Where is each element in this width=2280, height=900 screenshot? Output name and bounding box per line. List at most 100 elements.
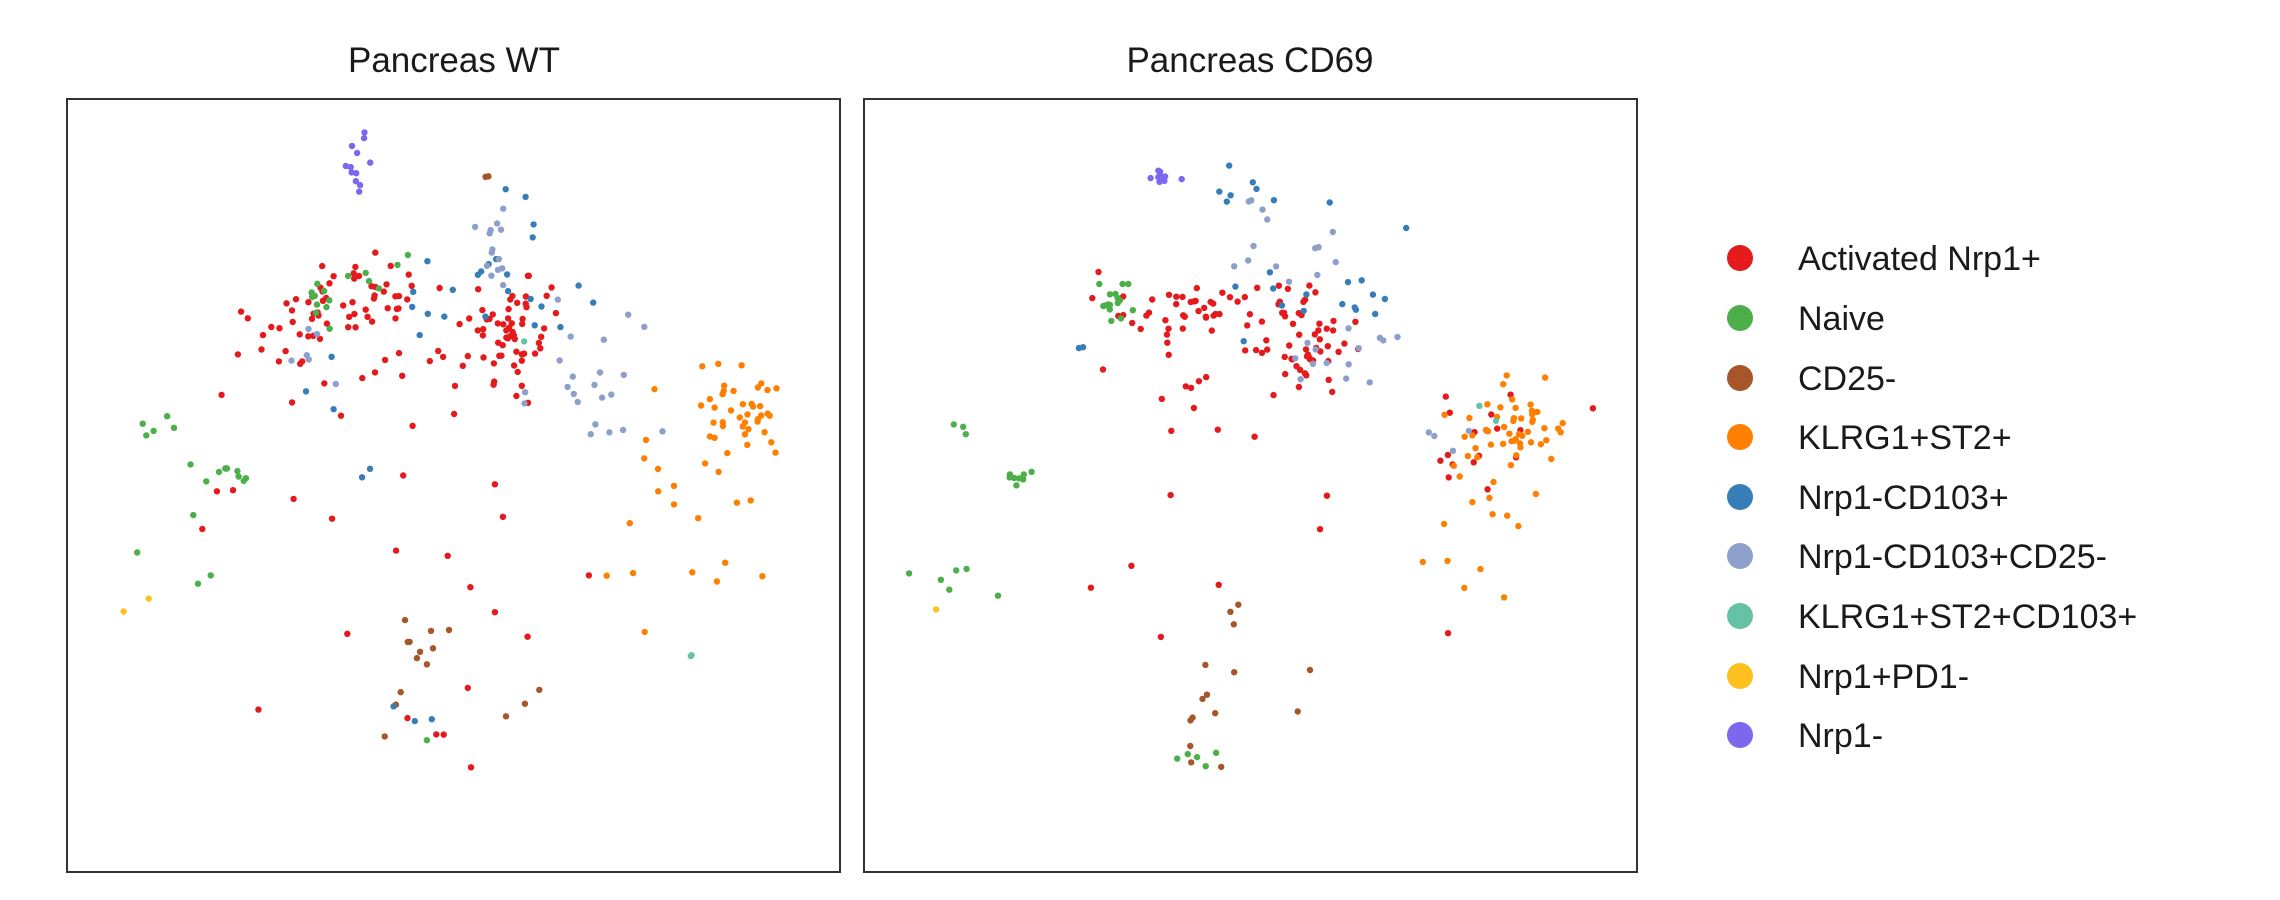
scatter-point [464, 352, 471, 360]
scatter-point [344, 630, 351, 637]
scatter-point [619, 426, 627, 434]
scatter-point [1214, 426, 1222, 433]
scatter-point [557, 323, 564, 331]
scatter-point [641, 455, 648, 462]
scatter-point [1461, 433, 1468, 440]
scatter-point [404, 714, 411, 722]
scatter-point [1187, 298, 1194, 306]
scatter-point [1272, 263, 1280, 270]
scatter-point [1199, 695, 1206, 703]
scatter-point [1469, 498, 1476, 506]
scatter-point [531, 322, 538, 329]
scatter-point [234, 351, 242, 358]
scatter-point [1212, 710, 1219, 717]
scatter-point [1555, 425, 1562, 432]
scatter-point [1234, 298, 1241, 305]
scatter-point [1482, 426, 1490, 434]
scatter-point [1275, 282, 1283, 289]
scatter-point [1231, 669, 1238, 676]
scatter-point [292, 296, 300, 303]
legend-label: Naive [1798, 300, 1885, 338]
scatter-point [1326, 199, 1333, 206]
scatter-point [1469, 432, 1476, 439]
scatter-point [715, 468, 722, 476]
scatter-point [347, 163, 354, 171]
scatter-point [733, 499, 741, 506]
scatter-point [1446, 409, 1454, 416]
scatter-point [340, 302, 347, 309]
scatter-point [479, 306, 486, 314]
scatter-point [1403, 224, 1410, 232]
scatter-point [538, 333, 545, 340]
scatter-point [1297, 376, 1304, 383]
scatter-point [399, 372, 406, 379]
scatter-point [744, 411, 751, 418]
scatter-point [521, 700, 529, 707]
scatter-point [1219, 289, 1226, 296]
scatter-point [1441, 411, 1448, 418]
scatter-point [349, 299, 356, 306]
scatter-point [1323, 492, 1331, 499]
scatter-point [538, 303, 545, 310]
scatter-point [1477, 565, 1484, 573]
scatter-point [488, 272, 495, 279]
scatter-point [1351, 304, 1358, 311]
scatter-point [381, 356, 389, 364]
scatter-point [720, 387, 727, 395]
scatter-point [507, 296, 514, 303]
scatter-point [1474, 453, 1481, 461]
scatter-point [1216, 310, 1223, 318]
scatter-point [1450, 462, 1458, 469]
scatter-point [1253, 185, 1260, 193]
scatter-point [1589, 405, 1597, 412]
scatter-point [1167, 491, 1174, 499]
scatter-point [1515, 522, 1522, 530]
legend-label: Nrp1-CD103+CD25- [1798, 538, 2107, 576]
scatter-point [1352, 318, 1359, 325]
scatter-point [1163, 331, 1171, 338]
scatter-point [145, 595, 152, 602]
scatter-point [1161, 173, 1169, 180]
scatter-point [344, 272, 352, 280]
scatter-point [1119, 280, 1126, 288]
scatter-point [328, 515, 336, 522]
scatter-point [1470, 459, 1477, 466]
scatter-point [1506, 430, 1513, 437]
scatter-point [1466, 414, 1473, 422]
legend-item: CD25- [1727, 360, 1896, 398]
scatter-point [1181, 313, 1189, 320]
scatter-point [475, 286, 482, 293]
scatter-point [1190, 404, 1198, 412]
scatter-point [479, 332, 487, 339]
scatter-point [1394, 333, 1401, 341]
legend-label: KLRG1+ST2+CD103+ [1798, 598, 2137, 636]
scatter-point [1129, 307, 1137, 314]
scatter-point [439, 353, 447, 361]
scatter-point [139, 420, 146, 427]
scatter-point [308, 315, 316, 323]
scatter-point [598, 394, 606, 401]
scatter-point [1096, 280, 1103, 288]
scatter-point [1162, 317, 1169, 324]
scatter-point [1484, 486, 1491, 493]
scatter-point [1499, 440, 1507, 448]
scatter-point [1278, 302, 1286, 309]
scatter-point [1208, 327, 1216, 334]
scatter-point [1156, 168, 1164, 175]
scatter-point [1456, 473, 1463, 480]
scatter-point [502, 186, 509, 193]
legend-marker [1727, 365, 1753, 391]
scatter-point [1178, 175, 1185, 183]
scatter-point [1303, 291, 1310, 298]
scatter-point [626, 520, 633, 527]
scatter-point [756, 403, 764, 410]
scatter-point [764, 386, 771, 394]
scatter-point [1270, 197, 1278, 204]
scatter-point [1512, 404, 1519, 412]
scatter-point [730, 387, 737, 395]
scatter-point [423, 737, 431, 744]
scatter-point [535, 339, 543, 347]
scatter-point [356, 181, 364, 189]
scatter-point [1437, 457, 1444, 464]
scatter-point [521, 338, 528, 345]
